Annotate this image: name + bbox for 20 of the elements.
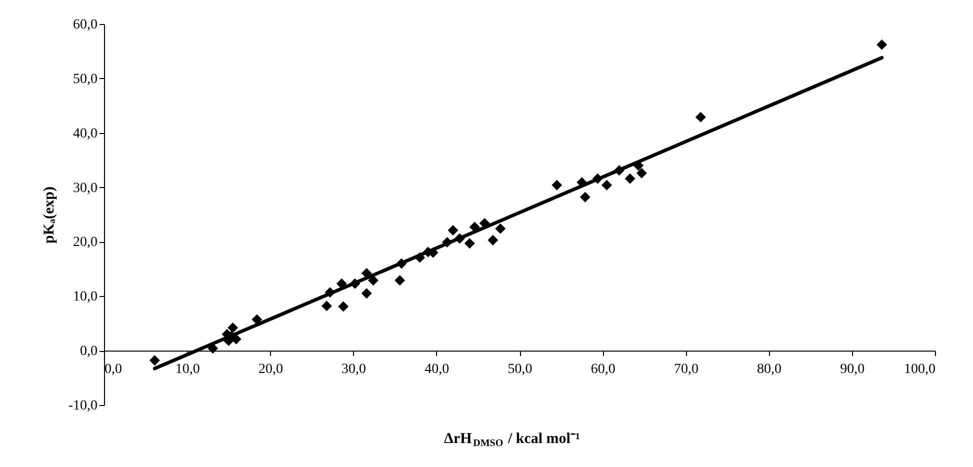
x-tick-label: 60,0 <box>590 362 616 378</box>
x-tick-label: 10,0 <box>175 362 200 378</box>
x-tick-label: 80,0 <box>757 362 782 378</box>
y-tick-label: 30,0 <box>73 180 98 196</box>
y-tick-label: 50,0 <box>73 72 98 87</box>
x-tick-label: 20,0 <box>258 362 283 378</box>
y-tick-label: 60,0 <box>73 18 98 32</box>
x-tick-label: 30,0 <box>342 362 366 378</box>
x-tick-label: 50,0 <box>508 362 532 378</box>
y-tick-label: 40,0 <box>73 126 98 142</box>
x-tick-label: 40,0 <box>424 362 450 378</box>
x-tick-label: 70,0 <box>674 362 698 378</box>
y-tick-label: 0,0 <box>80 344 98 360</box>
y-axis-title: pKₐ(exp) <box>41 186 58 244</box>
x-tick-label: 0,0 <box>104 362 122 378</box>
x-tick-label: 90,0 <box>840 362 865 378</box>
x-tick-label: 100,0 <box>904 362 936 378</box>
y-tick-label: -10,0 <box>68 398 98 414</box>
y-tick-label: 10,0 <box>73 290 98 305</box>
y-tick-label: 20,0 <box>73 235 98 250</box>
